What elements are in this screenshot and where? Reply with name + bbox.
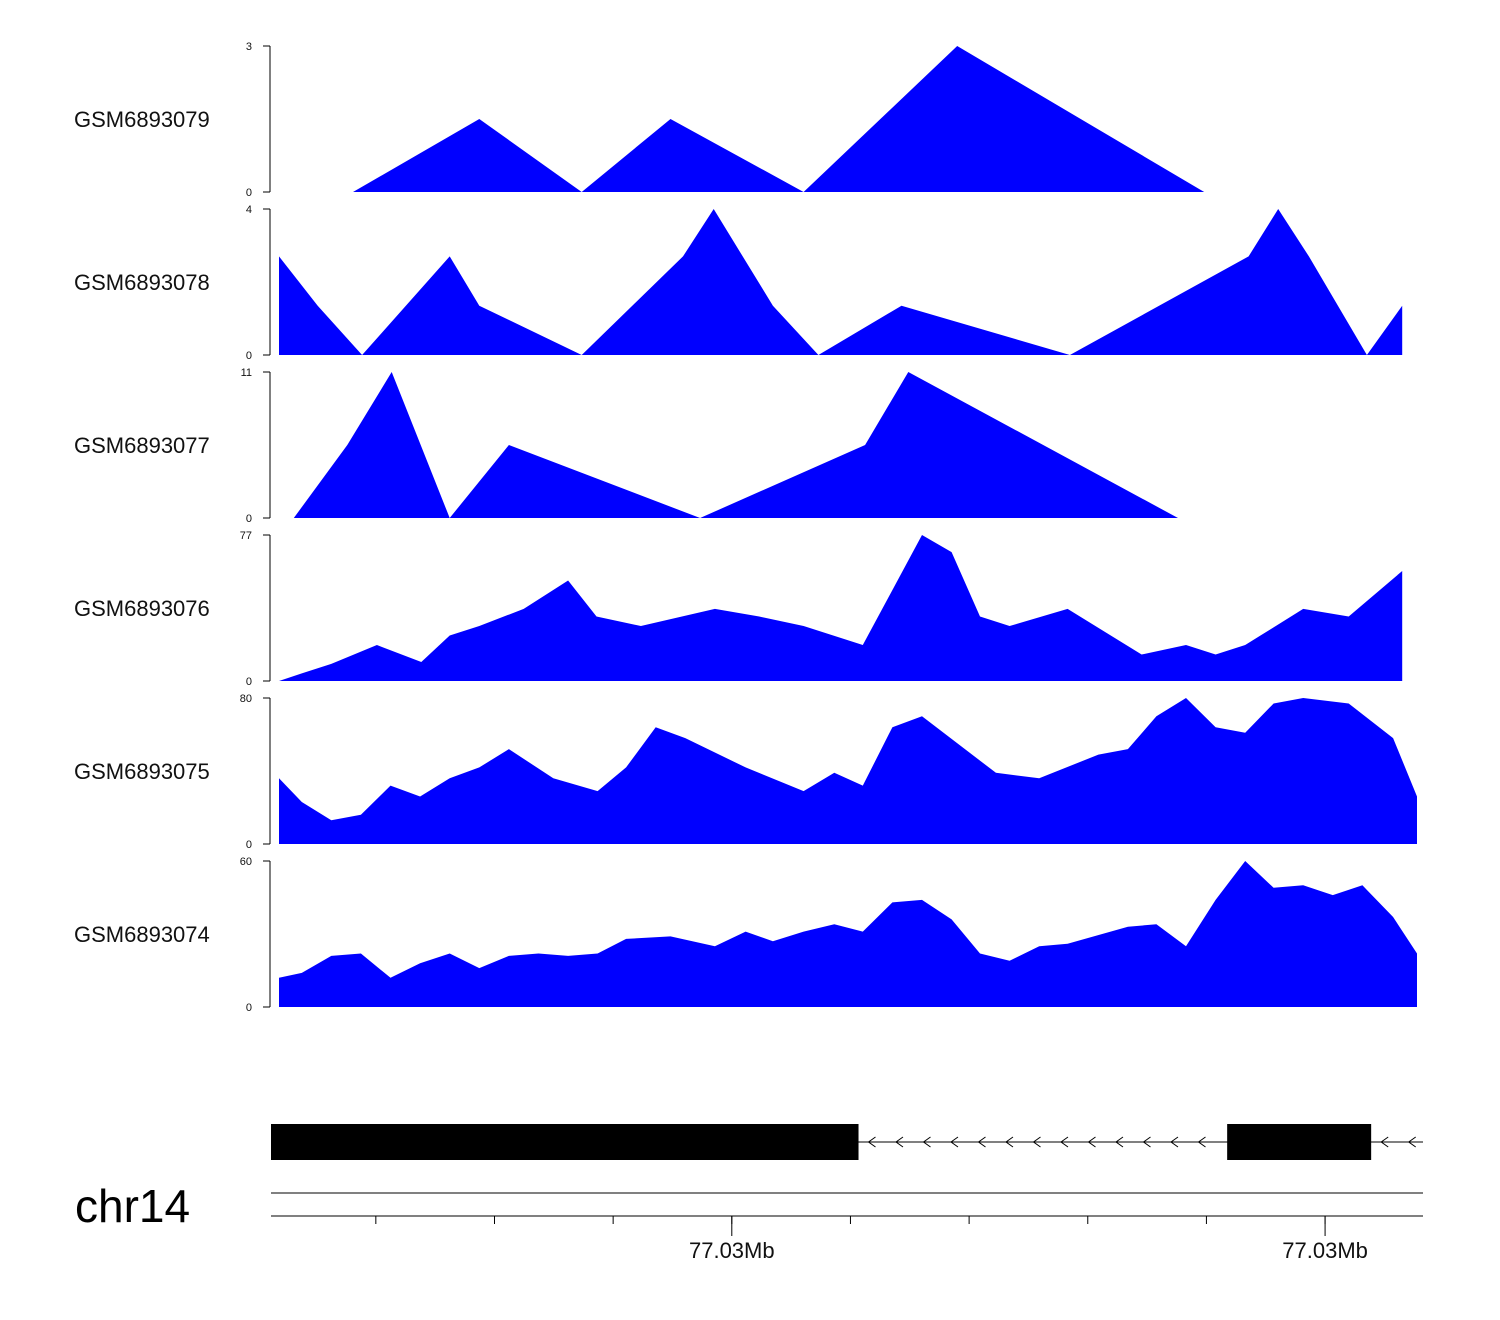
y-axis-min-label: 0: [246, 1002, 252, 1014]
strand-arrow: [1087, 1136, 1096, 1148]
track-label: GSM6893074: [74, 922, 210, 947]
strand-arrow: [1115, 1136, 1124, 1148]
y-axis-min-label: 0: [246, 676, 252, 688]
coverage-area: [279, 535, 1403, 681]
coverage-area: [279, 861, 1417, 1007]
y-axis-max-label: 3: [246, 41, 252, 53]
strand-arrow: [977, 1136, 986, 1148]
strand-arrow: [1380, 1136, 1389, 1148]
strand-arrow: [950, 1136, 959, 1148]
chromosome-label: chr14: [75, 1180, 190, 1232]
y-axis-min-label: 0: [246, 839, 252, 851]
strand-arrow: [1142, 1136, 1151, 1148]
track-label: GSM6893079: [74, 107, 210, 132]
coverage-area: [293, 372, 1178, 518]
track-label: GSM6893075: [74, 759, 210, 784]
coverage-area: [279, 698, 1417, 844]
y-axis-max-label: 4: [246, 204, 252, 216]
y-axis-max-label: 11: [241, 367, 252, 379]
strand-arrow: [922, 1136, 931, 1148]
y-axis-max-label: 77: [240, 530, 252, 542]
strand-arrow: [867, 1136, 876, 1148]
y-axis-min-label: 0: [246, 350, 252, 362]
strand-arrow: [1060, 1136, 1069, 1148]
strand-arrow: [1005, 1136, 1014, 1148]
y-axis-min-label: 0: [246, 187, 252, 199]
strand-arrow: [1032, 1136, 1041, 1148]
gene-exon: [271, 1124, 859, 1160]
y-axis-min-label: 0: [246, 513, 252, 525]
strand-arrow: [895, 1136, 904, 1148]
strand-arrow: [1170, 1136, 1179, 1148]
track-label: GSM6893076: [74, 596, 210, 621]
track-label: GSM6893077: [74, 433, 210, 458]
y-axis-max-label: 60: [240, 856, 252, 868]
coverage-area: [353, 46, 1205, 192]
coverage-area: [279, 209, 1403, 355]
axis-major-tick-label: 77.03Mb: [1282, 1238, 1368, 1263]
strand-arrow: [1197, 1136, 1206, 1148]
track-label: GSM6893078: [74, 270, 210, 295]
strand-arrow: [1407, 1136, 1416, 1148]
y-axis-max-label: 80: [240, 693, 252, 705]
gene-exon: [1227, 1124, 1372, 1160]
axis-major-tick-label: 77.03Mb: [689, 1238, 775, 1263]
